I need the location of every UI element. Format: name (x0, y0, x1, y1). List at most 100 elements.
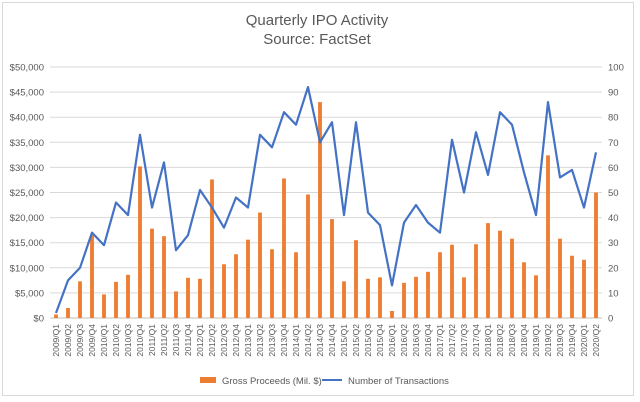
bar-gross-proceeds (54, 314, 58, 318)
x-tick-label: 2017/Q1 (435, 324, 445, 357)
chart-title: Quarterly IPO Activity (246, 12, 389, 29)
bar-gross-proceeds (282, 178, 286, 318)
chart-frame (2, 2, 634, 396)
transactions-line (54, 85, 598, 314)
x-tick-label: 2016/Q2 (399, 324, 409, 357)
bar-gross-proceeds (510, 238, 514, 318)
bar-gross-proceeds (342, 281, 346, 318)
left-tick-label: $50,000 (10, 63, 44, 74)
x-axis-ticks: 2009/Q1 2009/Q2 2009/Q3 2009/Q4 2010/Q1 2010/… (51, 324, 601, 357)
x-tick-label: 2013/Q2 (255, 324, 265, 357)
legend: Gross Proceeds (Mil. $) Number of Transa… (200, 376, 449, 387)
bar-gross-proceeds (486, 223, 490, 318)
bar-gross-proceeds (390, 310, 394, 318)
bar-gross-proceeds (546, 155, 550, 318)
bar-gross-proceeds (222, 264, 226, 318)
left-tick-label: $25,000 (10, 188, 44, 199)
right-tick-label: 0 (608, 314, 613, 325)
bar-gross-proceeds (534, 275, 538, 318)
x-tick-label: 2011/Q2 (159, 324, 169, 356)
right-tick-label: 20 (608, 263, 619, 274)
bar-gross-proceeds (126, 274, 130, 318)
x-tick-label: 2013/Q1 (243, 324, 253, 357)
bar-gross-proceeds (234, 254, 238, 318)
x-tick-label: 2016/Q4 (423, 324, 433, 357)
x-tick-label: 2018/Q1 (483, 324, 493, 357)
x-tick-label: 2015/Q4 (375, 324, 385, 357)
x-tick-label: 2015/Q2 (351, 324, 361, 357)
left-tick-label: $0 (33, 314, 44, 325)
x-tick-label: 2020/Q2 (591, 324, 601, 357)
bar-gross-proceeds (114, 281, 118, 318)
gridlines (50, 66, 602, 319)
bar-gross-proceeds (558, 238, 562, 318)
x-tick-label: 2019/Q4 (567, 324, 577, 357)
x-tick-label: 2016/Q3 (411, 324, 421, 357)
gross-proceeds-bars (54, 102, 598, 318)
bar-gross-proceeds (318, 102, 322, 318)
left-tick-label: $45,000 (10, 88, 44, 99)
bar-gross-proceeds (414, 276, 418, 318)
x-tick-label: 2017/Q3 (459, 324, 469, 357)
bar-gross-proceeds (594, 192, 598, 318)
bar-gross-proceeds (66, 307, 70, 318)
bar-gross-proceeds (522, 262, 526, 318)
legend-label-gross-proceeds: Gross Proceeds (Mil. $) (222, 376, 322, 387)
bar-gross-proceeds (294, 252, 298, 318)
x-tick-label: 2013/Q4 (279, 324, 289, 357)
bar-gross-proceeds (198, 278, 202, 318)
bar-gross-proceeds (246, 239, 250, 318)
right-tick-label: 70 (608, 138, 619, 149)
x-tick-label: 2010/Q3 (123, 324, 133, 357)
bar-gross-proceeds (438, 252, 442, 318)
x-tick-label: 2019/Q2 (543, 324, 553, 357)
x-tick-label: 2017/Q4 (471, 324, 481, 357)
bar-gross-proceeds (330, 219, 334, 318)
x-tick-label: 2009/Q1 (51, 324, 61, 357)
bar-gross-proceeds (78, 281, 82, 318)
chart-subtitle: Source: FactSet (263, 31, 371, 48)
bar-gross-proceeds (498, 230, 502, 318)
x-tick-label: 2019/Q1 (531, 324, 541, 357)
bar-gross-proceeds (150, 228, 154, 318)
bar-gross-proceeds (570, 255, 574, 318)
x-tick-label: 2011/Q1 (147, 324, 157, 356)
x-tick-label: 2011/Q3 (171, 324, 181, 356)
bar-gross-proceeds (402, 282, 406, 318)
legend-label-transactions: Number of Transactions (348, 376, 449, 387)
x-tick-label: 2014/Q3 (315, 324, 325, 357)
left-tick-label: $35,000 (10, 138, 44, 149)
bar-gross-proceeds (582, 259, 586, 318)
bar-gross-proceeds (90, 235, 94, 318)
x-tick-label: 2018/Q3 (507, 324, 517, 357)
x-tick-label: 2012/Q2 (207, 324, 217, 357)
x-tick-label: 2010/Q1 (99, 324, 109, 357)
left-tick-label: $20,000 (10, 213, 44, 224)
line-number-of-transactions (54, 85, 598, 314)
right-tick-label: 10 (608, 288, 619, 299)
x-tick-label: 2019/Q3 (555, 324, 565, 357)
x-tick-label: 2015/Q3 (363, 324, 373, 357)
x-tick-label: 2014/Q4 (327, 324, 337, 357)
x-tick-label: 2013/Q3 (267, 324, 277, 357)
bar-gross-proceeds (138, 166, 142, 318)
right-tick-label: 30 (608, 238, 619, 249)
left-tick-label: $30,000 (10, 163, 44, 174)
bar-gross-proceeds (102, 294, 106, 318)
x-tick-label: 2012/Q3 (219, 324, 229, 357)
x-tick-label: 2010/Q2 (111, 324, 121, 357)
bar-gross-proceeds (474, 244, 478, 318)
right-tick-label: 80 (608, 113, 619, 124)
right-axis-ticks: 0 10 20 30 40 50 60 70 80 90 100 (608, 63, 624, 325)
x-tick-label: 2009/Q3 (75, 324, 85, 357)
bar-gross-proceeds (270, 249, 274, 318)
bar-gross-proceeds (354, 240, 358, 318)
x-tick-label: 2012/Q1 (195, 324, 205, 357)
right-tick-label: 90 (608, 88, 619, 99)
legend-swatch-gross-proceeds (200, 377, 216, 383)
bar-gross-proceeds (210, 179, 214, 318)
x-tick-label: 2011/Q4 (183, 324, 193, 356)
bar-gross-proceeds (450, 244, 454, 318)
bar-gross-proceeds (174, 291, 178, 318)
right-tick-label: 50 (608, 188, 619, 199)
